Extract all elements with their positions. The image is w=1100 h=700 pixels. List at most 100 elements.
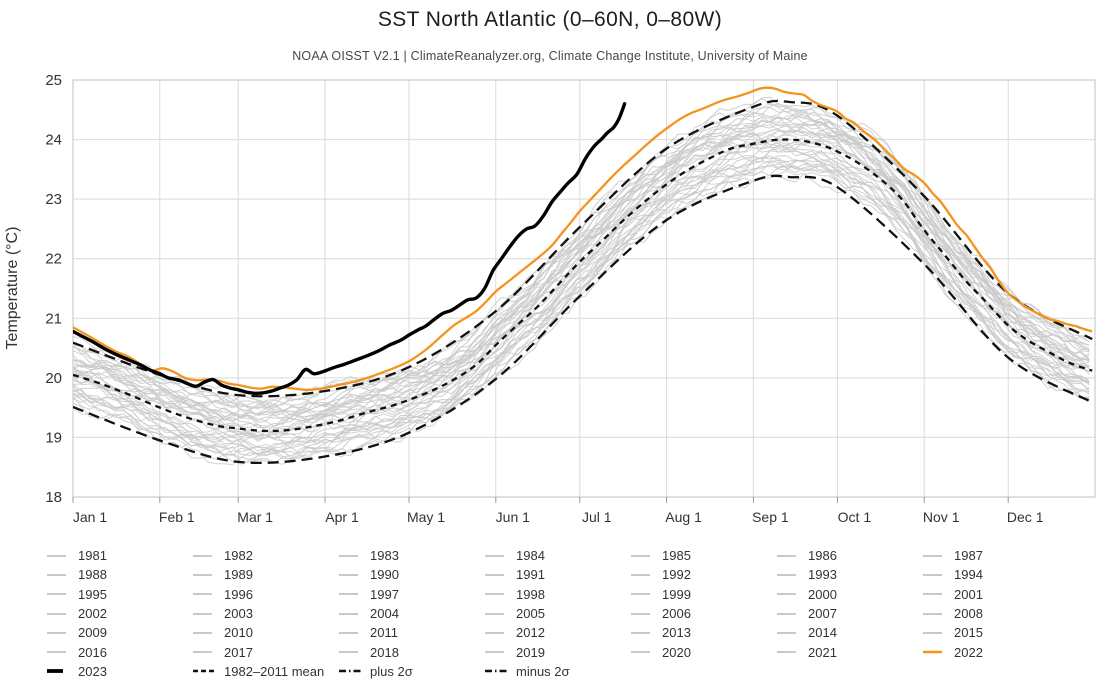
svg-text:Feb 1: Feb 1: [159, 509, 195, 525]
legend-item-1983[interactable]: 1983: [336, 546, 482, 565]
legend-item-1996[interactable]: 1996: [190, 585, 336, 604]
legend-item-1982[interactable]: 1982: [190, 546, 336, 565]
legend-item-2000[interactable]: 2000: [774, 585, 920, 604]
legend-item-2002[interactable]: 2002: [44, 604, 190, 623]
legend-item-1990[interactable]: 1990: [336, 565, 482, 584]
year-line-swatch: [47, 573, 66, 576]
legend-item-2020[interactable]: 2020: [628, 642, 774, 661]
legend-item-2011[interactable]: 2011: [336, 623, 482, 642]
legend-label: 1986: [808, 548, 837, 564]
legend-item-minus-sigma[interactable]: minus 2σ: [482, 662, 628, 681]
series-2019[interactable]: [73, 106, 1090, 409]
legend-item-1991[interactable]: 1991: [482, 565, 628, 584]
legend-item-1993[interactable]: 1993: [774, 565, 920, 584]
legend-item-1998[interactable]: 1998: [482, 585, 628, 604]
legend-item-2019[interactable]: 2019: [482, 642, 628, 661]
series-2006[interactable]: [73, 127, 1090, 426]
series-plus-2-sigma[interactable]: [73, 99, 1093, 398]
legend-item-2003[interactable]: 2003: [190, 604, 336, 623]
series-1988[interactable]: [73, 160, 1090, 461]
legend-item-2022[interactable]: 2022: [920, 642, 1066, 661]
series-2014[interactable]: [73, 120, 1090, 423]
legend-item-2004[interactable]: 2004: [336, 604, 482, 623]
legend-item-2021[interactable]: 2021: [774, 642, 920, 661]
legend-label: 2009: [78, 625, 107, 641]
legend-label: 2000: [808, 586, 837, 602]
legend-item-1992[interactable]: 1992: [628, 565, 774, 584]
legend-item-1999[interactable]: 1999: [628, 585, 774, 604]
year-line-swatch: [47, 651, 66, 654]
series-2017[interactable]: [73, 104, 1090, 408]
series-2022[interactable]: [73, 86, 1093, 391]
legend-item-2014[interactable]: 2014: [774, 623, 920, 642]
legend-item-2008[interactable]: 2008: [920, 604, 1066, 623]
svg-text:Nov 1: Nov 1: [923, 509, 960, 525]
legend-label: 2007: [808, 606, 837, 622]
legend-label: 2003: [224, 606, 253, 622]
series-2010[interactable]: [73, 125, 1090, 427]
legend-item-2010[interactable]: 2010: [190, 623, 336, 642]
series-2020[interactable]: [73, 112, 1090, 416]
legend-item-1987[interactable]: 1987: [920, 546, 1066, 565]
legend-item-2001[interactable]: 2001: [920, 585, 1066, 604]
year-line-swatch: [777, 651, 796, 654]
x-axis-labels: Jan 1 Feb 1 Mar 1 Apr 1 May 1 Jun 1 Jul 1 Aug 1…: [73, 509, 1044, 525]
legend-item-1988[interactable]: 1988: [44, 565, 190, 584]
year-line-swatch: [193, 593, 212, 596]
year-line-swatch: [777, 554, 796, 557]
dashed-line-swatch: [193, 670, 215, 673]
legend-item-2006[interactable]: 2006: [628, 604, 774, 623]
series-1997[interactable]: [73, 147, 1090, 444]
sst-line-chart: 18 19 20 21 22 23 24 25 Jan 1 Feb 1 Mar 1 Apr 1 May …: [4, 72, 1096, 525]
svg-text:Apr 1: Apr 1: [325, 509, 359, 525]
series-2023[interactable]: [73, 102, 627, 396]
series-mean-1982-2011[interactable]: [73, 138, 1093, 433]
year-line-swatch: [631, 573, 650, 576]
legend-item-2009[interactable]: 2009: [44, 623, 190, 642]
legend-item-1997[interactable]: 1997: [336, 585, 482, 604]
series-minus-2-sigma[interactable]: [73, 174, 1093, 464]
legend-item-1989[interactable]: 1989: [190, 565, 336, 584]
series-1981[interactable]: [73, 159, 1090, 456]
series-2001[interactable]: [73, 123, 1090, 429]
legend-item-mean[interactable]: 1982–2011 mean: [190, 662, 336, 681]
legend-item-2007[interactable]: 2007: [774, 604, 920, 623]
series-1992[interactable]: [73, 155, 1090, 454]
series-1984[interactable]: [73, 155, 1090, 457]
svg-text:Jan 1: Jan 1: [73, 509, 107, 525]
series-2009[interactable]: [73, 115, 1090, 419]
legend-item-2013[interactable]: 2013: [628, 623, 774, 642]
legend-item-2017[interactable]: 2017: [190, 642, 336, 661]
year-line-swatch: [47, 554, 66, 557]
legend-label: 1984: [516, 548, 545, 564]
year-line-swatch: [193, 554, 212, 557]
series-1991[interactable]: [73, 163, 1090, 456]
legend-item-2005[interactable]: 2005: [482, 604, 628, 623]
background-year-series[interactable]: [73, 96, 1090, 466]
legend-item-1986[interactable]: 1986: [774, 546, 920, 565]
legend-item-1984[interactable]: 1984: [482, 546, 628, 565]
legend-item-1985[interactable]: 1985: [628, 546, 774, 565]
legend-label: 1982–2011 mean: [224, 663, 325, 679]
legend-item-2023[interactable]: 2023: [44, 662, 190, 681]
legend-item-1981[interactable]: 1981: [44, 546, 190, 565]
legend-item-2015[interactable]: 2015: [920, 623, 1066, 642]
series-1985[interactable]: [73, 156, 1090, 460]
svg-text:Aug 1: Aug 1: [665, 509, 702, 525]
year-line-swatch: [777, 631, 796, 634]
legend-item-1994[interactable]: 1994: [920, 565, 1066, 584]
year-line-swatch: [193, 612, 212, 615]
legend-item-1995[interactable]: 1995: [44, 585, 190, 604]
legend-item-2012[interactable]: 2012: [482, 623, 628, 642]
legend-item-plus-sigma[interactable]: plus 2σ: [336, 662, 482, 681]
year-line-swatch: [631, 651, 650, 654]
series-2011[interactable]: [73, 112, 1090, 421]
series-1989[interactable]: [73, 148, 1090, 456]
series-1987[interactable]: [73, 169, 1090, 466]
series-1990[interactable]: [73, 158, 1090, 456]
y-axis-title: Temperature (°C): [4, 227, 21, 350]
svg-text:20: 20: [45, 370, 62, 387]
legend-item-2018[interactable]: 2018: [336, 642, 482, 661]
orange-line-swatch: [923, 650, 942, 654]
legend-item-2016[interactable]: 2016: [44, 642, 190, 661]
